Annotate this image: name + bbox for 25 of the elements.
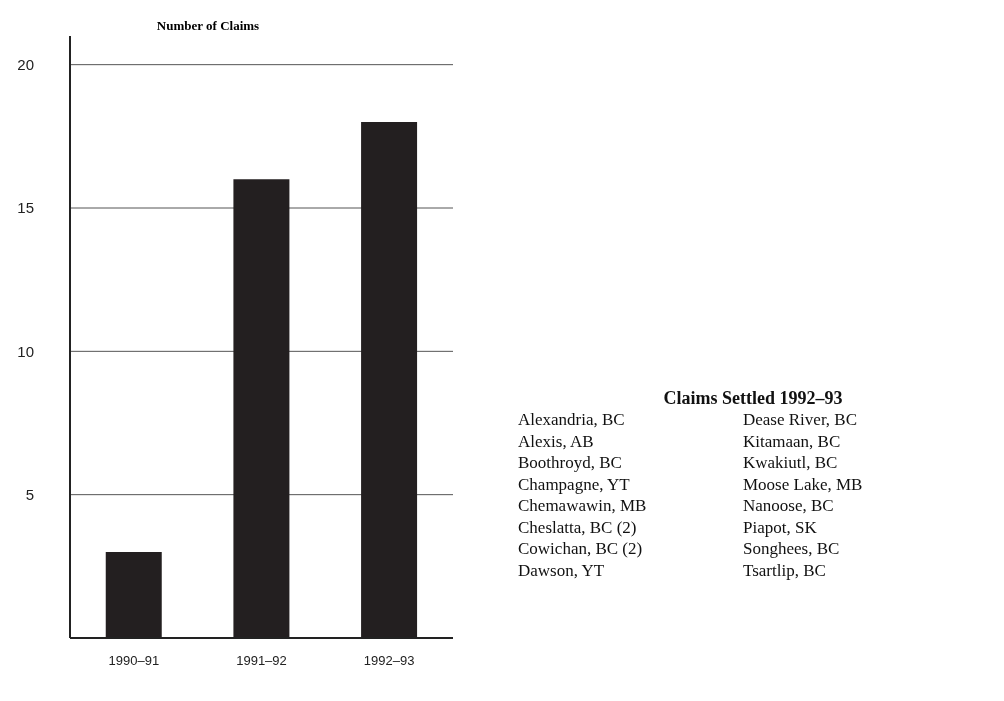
text: Cheslatta, BC (2) (518, 516, 638, 538)
text: Piapot, SK (743, 516, 818, 538)
text: Alexandria, BC (518, 409, 626, 431)
text: Alexis, AB (518, 430, 595, 452)
chart-title: Number of Claims (155, 18, 261, 34)
text: Tsartlip, BC (743, 559, 827, 581)
x-tick-label: 1991–92 (236, 653, 287, 669)
text: Kitamaan, BC (743, 430, 842, 452)
y-tick-label: 20 (17, 55, 34, 73)
text: Claims Settled 1992–93 (662, 388, 844, 409)
text: Boothroyd, BC (518, 452, 623, 474)
y-tick-label: 10 (17, 342, 34, 360)
text: Cowichan, BC (2) (518, 538, 644, 560)
y-tick-label: 5 (25, 485, 34, 503)
text: Nanoose, BC (743, 495, 835, 517)
text: Kwakiutl, BC (743, 452, 839, 474)
text: Chemawawin, MB (518, 495, 648, 517)
text: Songhees, BC (743, 538, 841, 560)
y-tick-label: 15 (17, 199, 34, 217)
text: Moose Lake, MB (743, 473, 864, 495)
text: Champagne, YT (518, 473, 631, 495)
text: Dawson, YT (518, 559, 606, 581)
x-tick-label: 1990–91 (108, 653, 160, 669)
text: Dease River, BC (743, 409, 859, 431)
x-tick-label: 1992–93 (363, 653, 415, 669)
